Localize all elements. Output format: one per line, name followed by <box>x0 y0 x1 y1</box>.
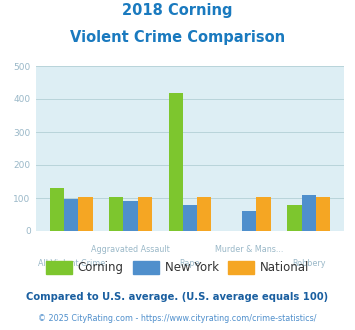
Bar <box>256 197 271 231</box>
Bar <box>197 197 211 231</box>
Bar <box>302 195 316 231</box>
Bar <box>124 201 138 231</box>
Text: 2018 Corning: 2018 Corning <box>122 3 233 18</box>
Legend: Corning, New York, National: Corning, New York, National <box>40 255 315 280</box>
Text: Robbery: Robbery <box>292 259 326 268</box>
Bar <box>109 197 124 231</box>
Text: Compared to U.S. average. (U.S. average equals 100): Compared to U.S. average. (U.S. average … <box>26 292 329 302</box>
Bar <box>183 205 197 231</box>
Bar <box>50 188 64 231</box>
Text: Aggravated Assault: Aggravated Assault <box>91 245 170 254</box>
Bar <box>138 197 152 231</box>
Bar <box>287 205 302 231</box>
Text: © 2025 CityRating.com - https://www.cityrating.com/crime-statistics/: © 2025 CityRating.com - https://www.city… <box>38 314 317 323</box>
Bar <box>64 199 78 231</box>
Bar <box>242 211 256 231</box>
Text: Violent Crime Comparison: Violent Crime Comparison <box>70 30 285 45</box>
Text: Murder & Mans...: Murder & Mans... <box>215 245 284 254</box>
Bar <box>169 93 183 231</box>
Text: Rape: Rape <box>180 259 200 268</box>
Bar <box>316 197 330 231</box>
Bar <box>78 197 93 231</box>
Text: All Violent Crime: All Violent Crime <box>38 259 105 268</box>
